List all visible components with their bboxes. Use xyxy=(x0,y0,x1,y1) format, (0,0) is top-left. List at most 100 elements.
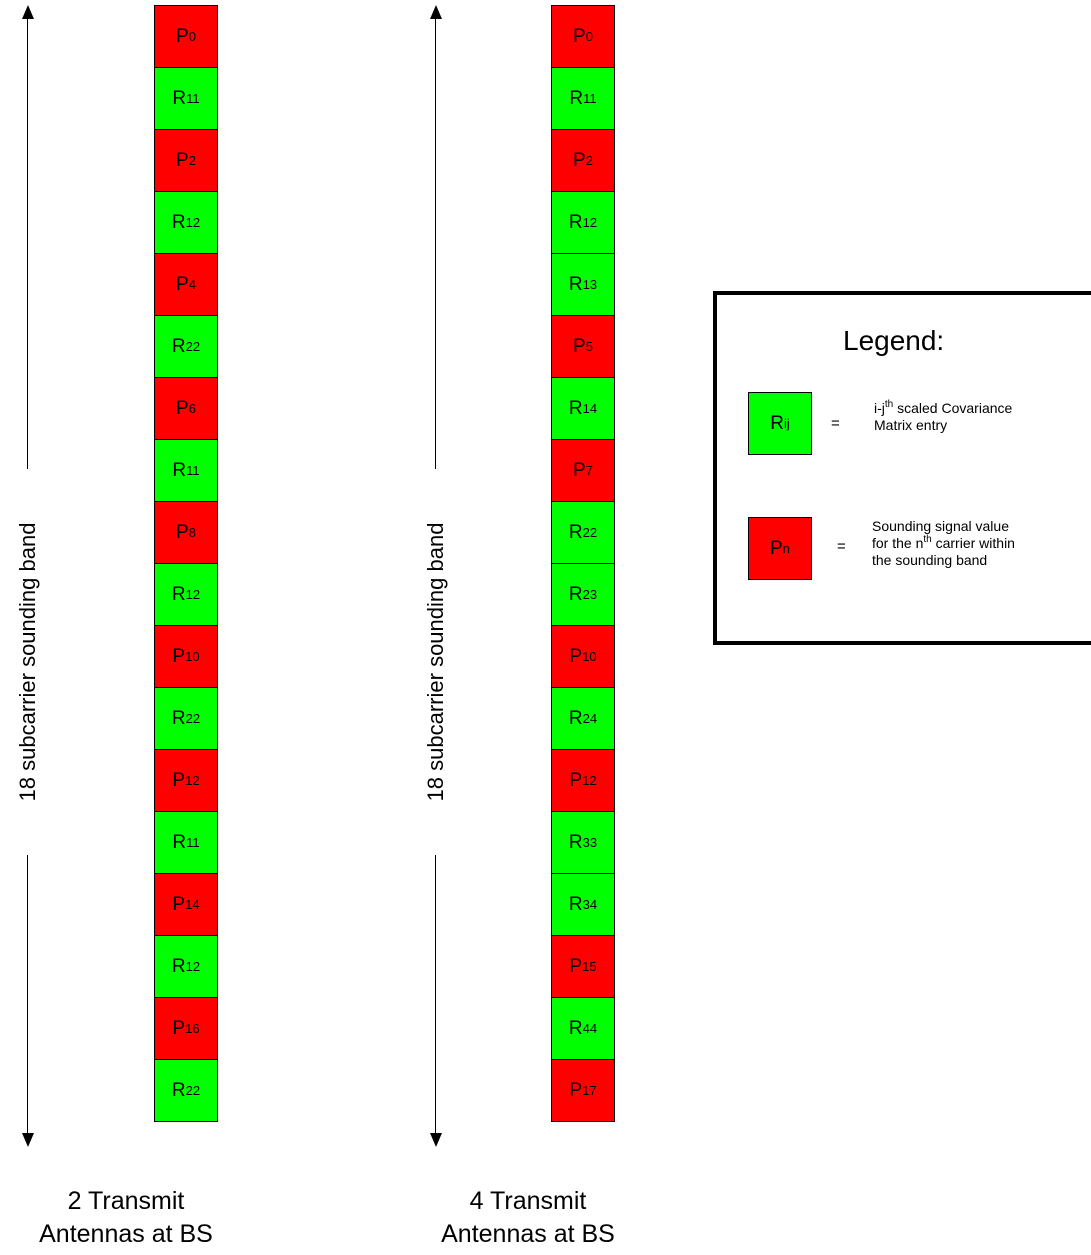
cell-symbol: P xyxy=(176,273,189,295)
cell-symbol: R xyxy=(568,521,583,543)
covariance-cell: R 12 xyxy=(154,191,218,254)
subcarrier-column-4tx: P 0 R 11 P 2 R 12 R 13 P 5 R 14 P 7 R 22 R 23 P 10 R 24 P 12 R 33 R 3… xyxy=(551,5,615,1122)
arrow-up-icon xyxy=(22,5,34,19)
caption-line-1: 2 Transmit xyxy=(67,1187,185,1215)
caption-line-1: 4 Transmit xyxy=(469,1187,587,1215)
pilot-cell: P 16 xyxy=(154,997,218,1060)
covariance-cell: R 44 xyxy=(551,997,615,1060)
cell-symbol: R xyxy=(569,87,584,109)
cell-symbol: R xyxy=(172,87,187,109)
cell-symbol: P xyxy=(172,893,186,915)
desc-line-2-sup: th xyxy=(923,534,932,545)
subcarrier-column-2tx: P 0 R 11 P 2 R 12 P 4 R 22 P 6 R 11 P 8 R 12 P 10 R 22 P 12 R 11 P 14… xyxy=(154,5,218,1122)
cell-subscript: 0 xyxy=(188,29,196,44)
cell-symbol: R xyxy=(568,707,583,729)
cell-symbol: P xyxy=(172,769,186,791)
cell-subscript: 34 xyxy=(582,897,598,912)
cell-subscript: 11 xyxy=(186,91,200,106)
desc-line-2: Matrix entry xyxy=(874,417,948,433)
cell-subscript: 33 xyxy=(582,835,598,850)
sounding-band-axis-2tx: 18 subcarrier sounding band xyxy=(15,5,40,1147)
desc-rest: scaled Covariance xyxy=(893,400,1013,416)
covariance-cell: R 11 xyxy=(551,67,615,130)
cell-subscript: 14 xyxy=(185,897,200,912)
covariance-cell: R 11 xyxy=(154,67,218,130)
cell-subscript: 12 xyxy=(185,587,201,602)
caption-2tx: 2 Transmit Antennas at BS xyxy=(6,1185,246,1251)
cell-subscript: 2 xyxy=(188,153,196,168)
desc-line-1: Sounding signal value xyxy=(872,518,1009,534)
caption-4tx: 4 Transmit Antennas at BS xyxy=(408,1185,648,1251)
cell-subscript: 11 xyxy=(186,463,200,478)
cell-symbol: P xyxy=(176,25,189,47)
legend-covariance-subscript: ij xyxy=(783,416,790,431)
covariance-cell: R 12 xyxy=(154,935,218,998)
cell-subscript: 12 xyxy=(582,773,597,788)
legend-title: Legend: xyxy=(843,325,945,356)
cell-symbol: P xyxy=(176,521,189,543)
legend-covariance-description: i-jth scaled Covariance Matrix entry xyxy=(874,400,1012,434)
cell-symbol: R xyxy=(568,397,583,419)
cell-subscript: 6 xyxy=(188,401,196,416)
cell-symbol: P xyxy=(569,645,583,667)
cell-symbol: R xyxy=(568,583,583,605)
cell-symbol: P xyxy=(176,397,189,419)
covariance-cell: R 12 xyxy=(551,191,615,254)
covariance-cell: R 11 xyxy=(154,439,218,502)
cell-subscript: 0 xyxy=(585,29,593,44)
cell-subscript: 11 xyxy=(186,835,200,850)
cell-symbol: R xyxy=(568,273,583,295)
covariance-cell: R 22 xyxy=(154,1059,218,1122)
legend-pilot-description: Sounding signal value for the nth carrie… xyxy=(872,518,1015,569)
caption-line-2: Antennas at BS xyxy=(39,1220,213,1248)
axis-line-top xyxy=(435,15,436,469)
covariance-cell: R 34 xyxy=(551,873,615,936)
cell-symbol: R xyxy=(568,211,583,233)
cell-symbol: R xyxy=(171,211,186,233)
covariance-cell: R 12 xyxy=(154,563,218,626)
cell-subscript: 13 xyxy=(582,277,598,292)
axis-label: 18 subcarrier sounding band xyxy=(15,522,40,802)
pilot-cell: P 12 xyxy=(154,749,218,812)
cell-symbol: R xyxy=(568,893,583,915)
cell-subscript: 12 xyxy=(185,959,201,974)
cell-subscript: 22 xyxy=(185,711,201,726)
cell-subscript: 10 xyxy=(185,649,200,664)
cell-subscript: 8 xyxy=(188,525,196,540)
cell-symbol: R xyxy=(172,831,187,853)
desc-line-2-prefix: for the n xyxy=(872,535,924,551)
cell-symbol: P xyxy=(569,769,583,791)
covariance-cell: R 23 xyxy=(551,563,615,626)
cell-subscript: 12 xyxy=(185,773,200,788)
desc-prefix: i-j xyxy=(874,400,885,416)
cell-symbol: R xyxy=(568,1017,583,1039)
cell-symbol: R xyxy=(171,335,186,357)
cell-subscript: 10 xyxy=(582,649,597,664)
pilot-cell: P 12 xyxy=(551,749,615,812)
legend-pilot-equals: = xyxy=(837,538,846,555)
axis-label: 18 subcarrier sounding band xyxy=(423,522,448,802)
cell-subscript: 11 xyxy=(583,91,597,106)
covariance-cell: R 13 xyxy=(551,253,615,316)
pilot-cell: P 14 xyxy=(154,873,218,936)
cell-subscript: 12 xyxy=(185,215,201,230)
pilot-cell: P 10 xyxy=(154,625,218,688)
cell-subscript: 16 xyxy=(185,1021,200,1036)
covariance-cell: R 24 xyxy=(551,687,615,750)
cell-subscript: 14 xyxy=(582,401,598,416)
legend-covariance-equals: = xyxy=(831,415,840,432)
cell-symbol: R xyxy=(171,583,186,605)
desc-line-2-rest: carrier within xyxy=(931,535,1015,551)
arrow-down-icon xyxy=(430,1133,442,1147)
cell-subscript: 23 xyxy=(582,587,598,602)
